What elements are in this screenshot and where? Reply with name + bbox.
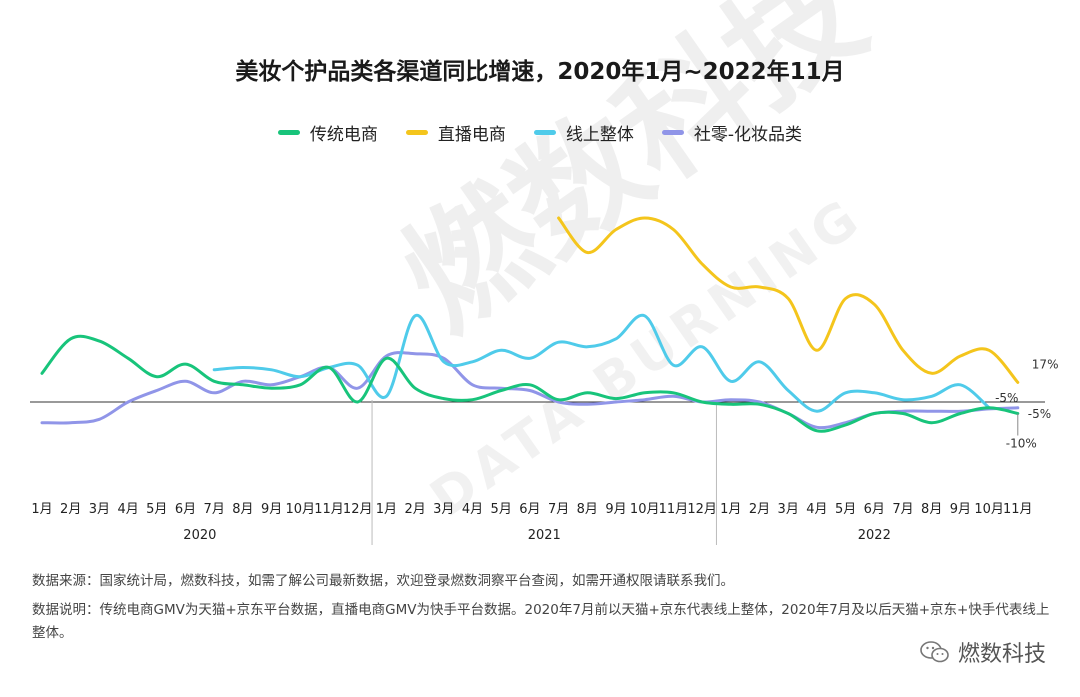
legend: 传统电商 直播电商 线上整体 社零-化妆品类 (0, 120, 1080, 145)
note-explain: 数据说明：传统电商GMV为天猫+京东平台数据，直播电商GMV为快手平台数据。20… (32, 602, 1050, 641)
year-label: 2022 (858, 528, 891, 543)
x-tick-label: 10月 (286, 502, 316, 517)
x-tick-label: 3月 (433, 502, 454, 517)
x-tick-label: 6月 (519, 502, 540, 517)
legend-swatch (533, 130, 556, 135)
legend-swatch (405, 130, 428, 135)
legend-swatch (661, 130, 684, 135)
legend-swatch (277, 130, 300, 135)
legend-label: 社零-化妆品类 (693, 125, 803, 145)
x-tick-label: 7月 (892, 502, 913, 517)
legend-item-retail: 社零-化妆品类 (661, 120, 803, 145)
end-label: 17% (1032, 357, 1059, 371)
x-tick-label: 1月 (376, 502, 397, 517)
x-tick-label: 12月 (343, 502, 373, 517)
legend-label: 线上整体 (565, 125, 634, 145)
x-tick-label: 8月 (921, 502, 942, 517)
x-tick-label: 5月 (146, 502, 167, 517)
x-tick-label: 12月 (687, 502, 717, 517)
x-tick-label: 1月 (720, 502, 741, 517)
x-tick-label: 8月 (232, 502, 253, 517)
x-tick-label: 4月 (462, 502, 483, 517)
x-tick-label: 11月 (659, 502, 689, 517)
x-tick-label: 2月 (749, 502, 770, 517)
x-tick-label: 5月 (835, 502, 856, 517)
wechat-icon (920, 641, 949, 663)
series-line-2 (212, 313, 991, 413)
notes: 数据来源：国家统计局，燃数科技，如需了解公司最新数据，欢迎登录燃数洞察平台查阅，… (32, 570, 1062, 645)
end-label: -5% (995, 391, 1018, 405)
x-tick-label: 6月 (175, 502, 196, 517)
x-tick-label: 7月 (204, 502, 225, 517)
x-tick-label: 6月 (864, 502, 885, 517)
x-tick-label: 4月 (117, 502, 138, 517)
legend-item-live: 直播电商 (405, 120, 506, 145)
legend-label: 传统电商 (309, 125, 378, 145)
end-label: -5% (1028, 407, 1051, 421)
footer-brand-label: 燃数科技 (957, 642, 1046, 667)
x-tick-label: 11月 (314, 502, 344, 517)
legend-label: 直播电商 (437, 125, 506, 145)
footer-brand: 燃数科技 (920, 636, 1046, 668)
x-tick-label: 10月 (974, 502, 1004, 517)
legend-item-online: 线上整体 (533, 120, 634, 145)
series-line-0 (40, 334, 1020, 433)
x-tick-label: 1月 (31, 502, 52, 517)
end-label: -10% (1006, 437, 1037, 451)
note-source: 数据来源：国家统计局，燃数科技，如需了解公司最新数据，欢迎登录燃数洞察平台查阅，… (32, 573, 734, 589)
x-tick-label: 9月 (261, 502, 282, 517)
chart-title: 美妆个护品类各渠道同比增速，2020年1月~2022年11月 (235, 59, 845, 85)
series-line-1 (557, 216, 1020, 384)
x-tick-label: 4月 (806, 502, 827, 517)
x-tick-label: 2月 (404, 502, 425, 517)
x-tick-label: 9月 (605, 502, 626, 517)
x-tick-label: 5月 (491, 502, 512, 517)
year-label: 2020 (183, 528, 216, 543)
year-label: 2021 (528, 528, 561, 543)
x-tick-label: 2月 (60, 502, 81, 517)
x-tick-label: 10月 (630, 502, 660, 517)
x-tick-label: 3月 (89, 502, 110, 517)
x-tick-label: 11月 (1003, 502, 1033, 517)
x-tick-label: 7月 (548, 502, 569, 517)
x-tick-label: 3月 (778, 502, 799, 517)
line-chart: 17%-5%-5%-10%1月 2月 3月 4月 5月 6月 7月 8月 9月 10月 11月 12月… (30, 216, 1059, 545)
x-tick-label: 8月 (577, 502, 598, 517)
x-tick-label: 9月 (950, 502, 971, 517)
legend-item-traditional: 传统电商 (277, 120, 378, 145)
